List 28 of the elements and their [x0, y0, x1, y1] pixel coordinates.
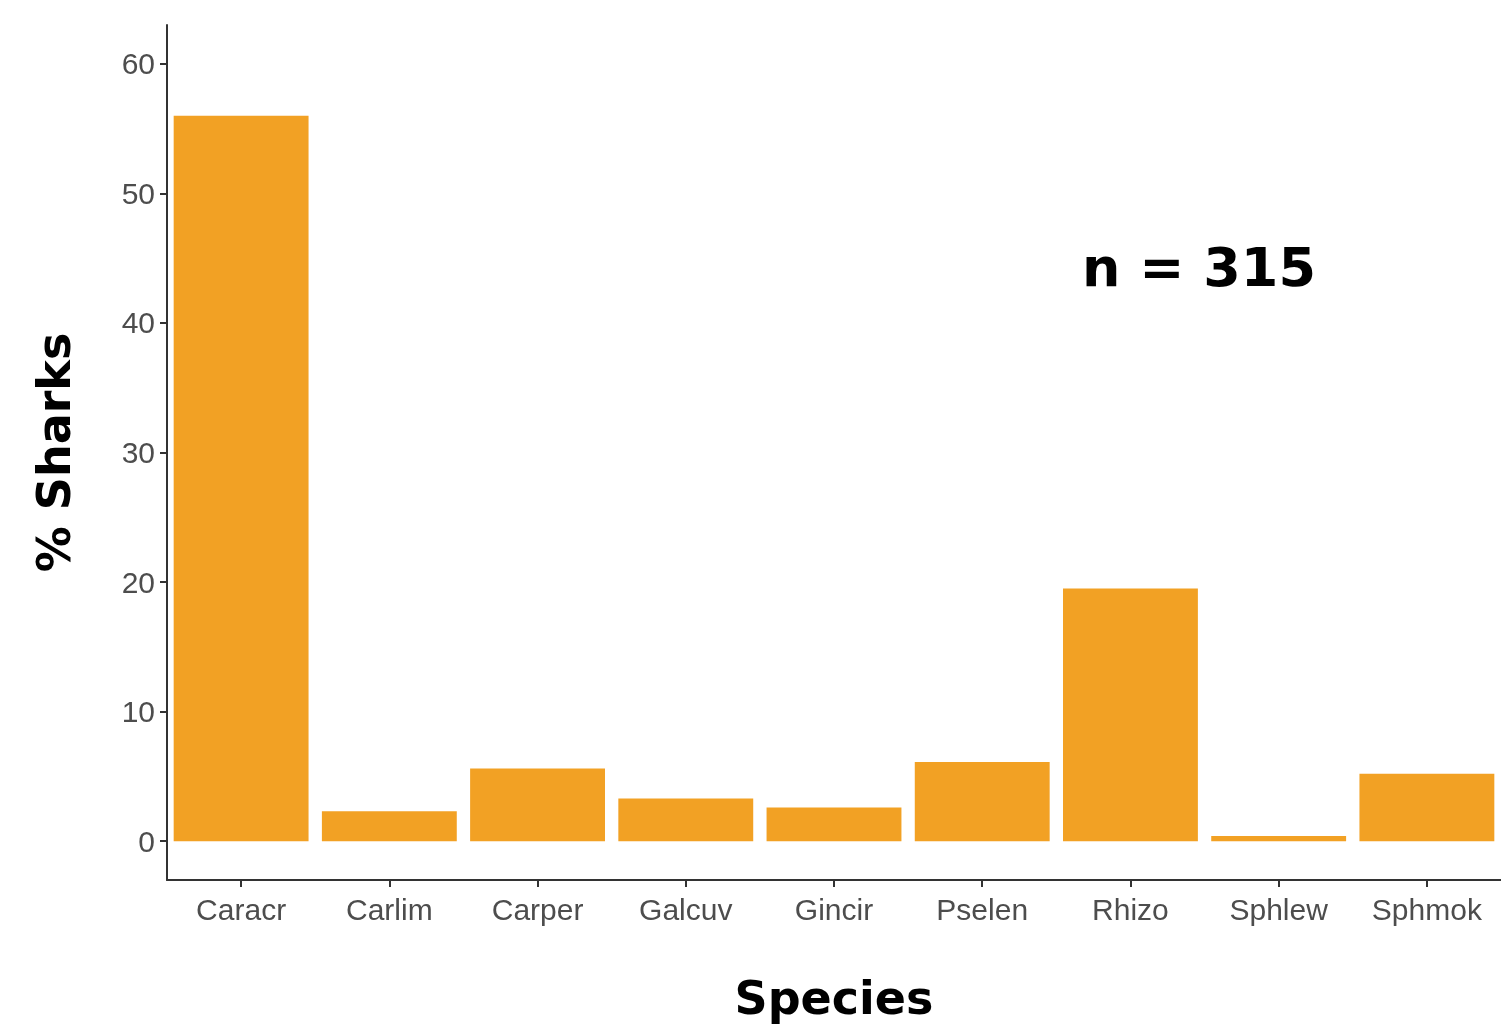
y-axis-title: % Sharks	[27, 332, 81, 573]
y-tick-label: 50	[121, 176, 155, 210]
y-tick-label: 0	[138, 824, 155, 858]
bar	[914, 762, 1050, 842]
bar	[618, 798, 754, 842]
x-tick-label: Rhizo	[1092, 892, 1169, 926]
x-tick-label: Carper	[491, 892, 584, 926]
bar	[470, 768, 605, 842]
x-tick-label: Caracr	[196, 892, 287, 926]
x-tick-label: Sphmok	[1371, 892, 1483, 926]
x-tick-label: Carlim	[346, 892, 433, 926]
annotation: n = 315	[1081, 235, 1317, 299]
bar	[1359, 773, 1495, 842]
x-tick-label: Gincir	[794, 892, 874, 926]
x-tick-label: Pselen	[936, 892, 1029, 926]
x-tick-label: Sphlew	[1229, 892, 1329, 926]
y-tick-label: 10	[121, 695, 155, 729]
y-tick-label: 30	[121, 436, 155, 469]
x-tick-label: Galcuv	[639, 892, 733, 926]
y-tick-label: 20	[121, 565, 155, 599]
bar	[1211, 835, 1347, 842]
y-tick-label: 40	[121, 306, 155, 340]
bar	[173, 115, 309, 842]
x-axis-title: Species	[734, 971, 934, 1025]
y-tick-label: 60	[121, 47, 155, 81]
bar	[321, 811, 457, 842]
bar	[766, 807, 902, 842]
bar	[1063, 588, 1198, 842]
